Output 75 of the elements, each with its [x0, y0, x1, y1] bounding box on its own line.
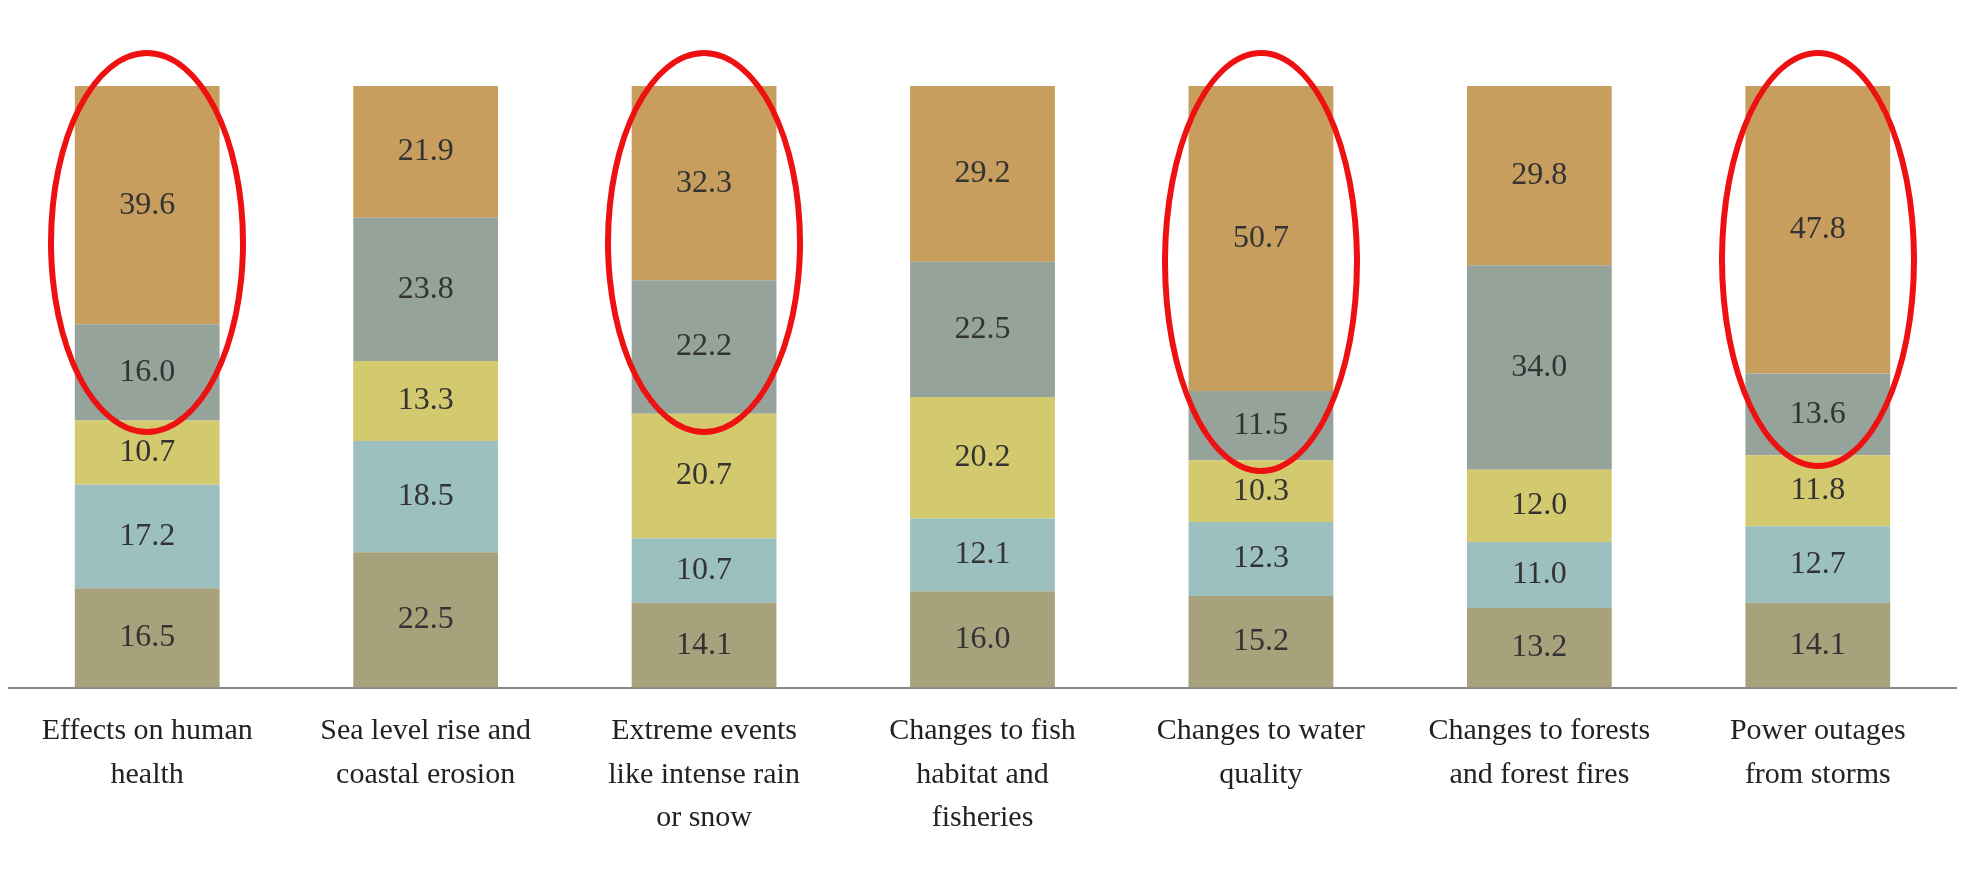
data-label: 29.8 [1511, 155, 1568, 192]
bar [1188, 522, 1334, 597]
x-tick-label: Changes to fish habitat and fisheries [889, 712, 1076, 833]
data-label: 17.2 [119, 515, 176, 552]
bar [74, 86, 220, 325]
bar [353, 440, 499, 553]
bar [910, 518, 1055, 592]
bar [74, 324, 220, 421]
bar [631, 413, 777, 539]
bar [631, 280, 777, 414]
bar [353, 552, 499, 688]
data-label: 18.5 [397, 475, 454, 512]
bar [910, 591, 1055, 688]
data-label: 12.0 [1511, 485, 1568, 522]
data-label: 12.1 [954, 534, 1011, 571]
data-label: 22.2 [676, 326, 733, 363]
bar [631, 602, 777, 688]
bar [353, 217, 499, 361]
bar [74, 588, 220, 688]
x-tick-label: Sea level rise and coastal erosion [320, 712, 532, 789]
data-label: 10.7 [119, 432, 176, 469]
x-tick-label: Changes to water quality [1156, 712, 1366, 789]
data-label: 12.7 [1789, 543, 1846, 580]
bar [74, 420, 220, 485]
data-label: 12.3 [1232, 538, 1289, 575]
data-label: 20.2 [954, 437, 1011, 474]
x-tick-label: Changes to forests and forest fires [1428, 712, 1651, 789]
data-label: 39.6 [119, 184, 176, 221]
data-label: 34.0 [1511, 346, 1568, 383]
data-label: 13.3 [397, 380, 454, 417]
data-label: 20.7 [676, 455, 733, 492]
bar [910, 86, 1055, 262]
data-label: 15.2 [1232, 621, 1289, 658]
data-label: 16.0 [119, 351, 176, 388]
data-label: 14.1 [1789, 624, 1846, 661]
data-label: 13.2 [1511, 627, 1568, 664]
bar [910, 261, 1055, 397]
data-label: 22.5 [954, 308, 1011, 345]
data-label: 14.1 [676, 624, 733, 661]
bar [1466, 608, 1612, 688]
bar [74, 484, 220, 589]
bar [631, 86, 777, 281]
bar [1466, 86, 1612, 266]
data-label: 13.6 [1789, 393, 1846, 430]
data-label: 47.8 [1789, 209, 1846, 246]
bar [1466, 469, 1612, 542]
data-label: 10.7 [676, 549, 733, 586]
data-label: 11.5 [1233, 404, 1289, 441]
bar [910, 396, 1055, 519]
data-label: 23.8 [397, 268, 454, 305]
data-label: 32.3 [676, 162, 733, 199]
bar [1188, 596, 1334, 688]
bar [1466, 541, 1612, 609]
data-label: 22.5 [397, 599, 454, 636]
bar [1188, 86, 1334, 391]
data-label: 16.0 [954, 618, 1011, 655]
bar [353, 360, 499, 441]
bar [1745, 602, 1891, 688]
x-tick-label: Power outages from storms [1729, 712, 1906, 789]
bar [631, 538, 777, 603]
bar [1466, 265, 1612, 470]
bar [1745, 86, 1891, 374]
data-label: 11.0 [1511, 554, 1567, 591]
data-label: 29.2 [954, 153, 1011, 190]
data-label: 10.3 [1232, 470, 1289, 507]
data-label: 11.8 [1790, 470, 1846, 507]
x-tick-label: Effects on human health [41, 712, 253, 789]
bar [1188, 460, 1334, 523]
data-label: 50.7 [1232, 217, 1289, 254]
data-label: 16.5 [119, 617, 176, 654]
x-tick-label: Extreme events like intense rain or snow [608, 712, 800, 833]
bar [1745, 455, 1891, 527]
bar [353, 86, 499, 218]
bar [1745, 526, 1891, 603]
data-label: 21.9 [397, 131, 454, 168]
